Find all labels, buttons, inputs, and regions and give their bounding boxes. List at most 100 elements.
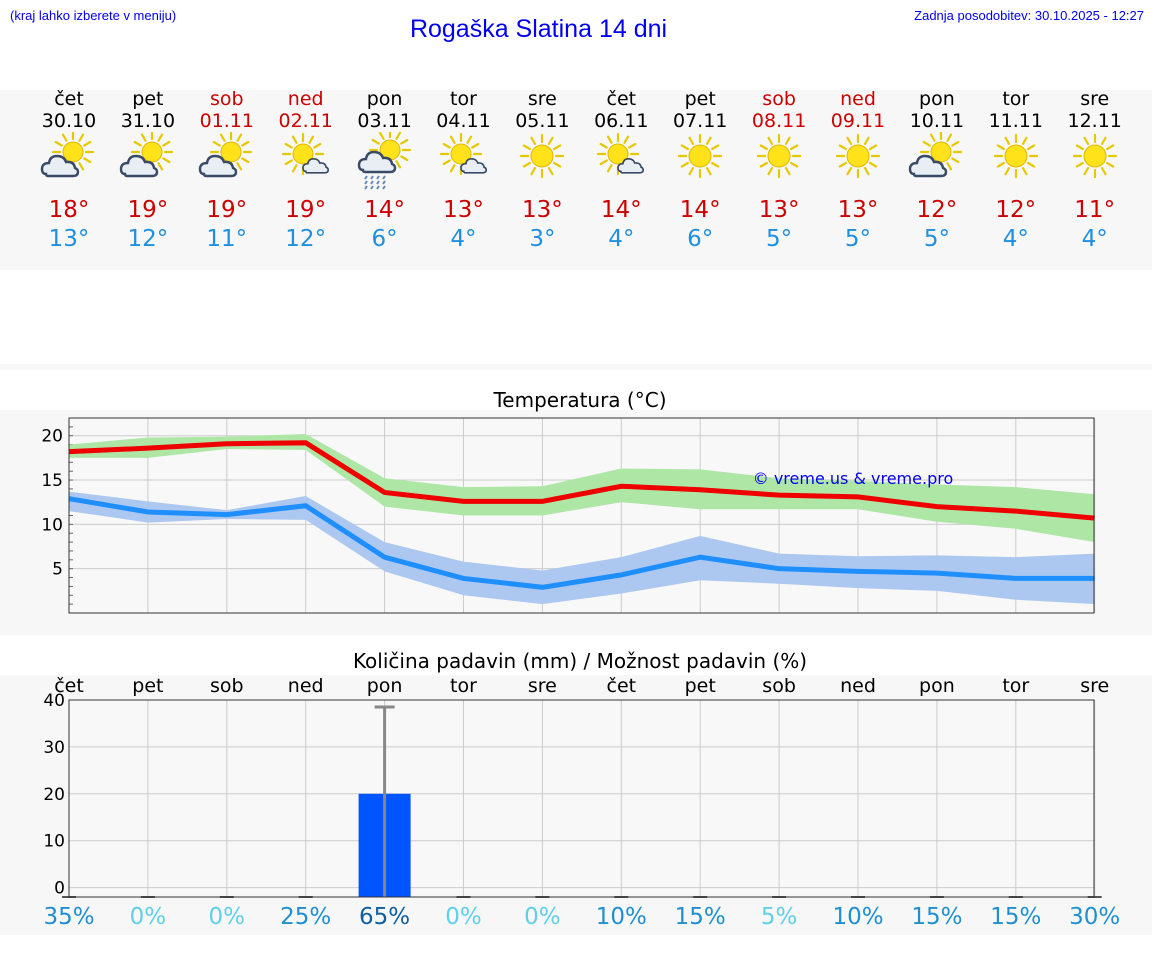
sun-ray — [946, 162, 952, 171]
y-tick-label: 20 — [41, 427, 63, 447]
cloud-shape — [40, 154, 80, 178]
precip-day-label: tor — [1002, 675, 1030, 697]
sun-ray — [607, 164, 613, 173]
weather-icon — [670, 132, 730, 192]
sun-ray — [291, 135, 298, 144]
day-name: pon — [919, 88, 955, 110]
precip-probability: 5% — [760, 904, 798, 930]
sun-ray — [212, 140, 221, 147]
forecast-band — [0, 90, 1152, 270]
sun-ray — [1105, 161, 1114, 168]
weather-icon — [828, 132, 888, 192]
raindrop — [369, 185, 374, 190]
sun-ray — [530, 136, 537, 145]
sun-ray — [838, 144, 847, 151]
sun-ray — [706, 167, 712, 176]
precip-day-label: pon — [919, 675, 955, 697]
temp-max: 19° — [206, 197, 248, 223]
sun-ray — [759, 144, 769, 151]
sun-ray — [1083, 167, 1089, 176]
day-column: pet 31.10 — [108, 88, 188, 192]
sun-ray — [61, 133, 68, 142]
sun-shape — [520, 133, 565, 179]
weather-icon — [197, 130, 257, 192]
precip-day-label: čet — [54, 675, 84, 697]
temp-max: 14° — [679, 197, 721, 223]
sun-ray — [628, 142, 637, 149]
sun-ray — [371, 138, 380, 145]
cloud-outline — [459, 157, 487, 174]
precip-probability: 30% — [1069, 904, 1121, 930]
sun-ray — [1021, 136, 1028, 145]
cloud-outline — [908, 154, 948, 178]
day-date: 30.10 — [41, 110, 97, 132]
sun-ray — [680, 161, 690, 168]
day-name: pon — [366, 88, 403, 110]
sun-icon — [993, 133, 1038, 179]
day-name: čet — [54, 88, 84, 110]
temp-max: 13° — [522, 197, 563, 223]
weather-icon — [355, 128, 415, 192]
sun-ray — [951, 140, 960, 147]
sun-ray — [548, 167, 554, 176]
max-range-band — [69, 433, 1095, 543]
sun-ray — [140, 133, 147, 142]
precip-probability: 0% — [445, 904, 482, 930]
sun-ray — [240, 157, 250, 164]
weather-icon — [118, 130, 178, 192]
weather-icon — [749, 132, 809, 192]
temp-min: 4° — [608, 226, 635, 252]
sun-ray — [236, 133, 242, 142]
precip-day-label: ned — [287, 675, 324, 697]
sun-shape — [678, 133, 723, 179]
sun-ray — [759, 161, 769, 168]
y-tick-label: 10 — [43, 832, 65, 852]
temp-min: 5° — [923, 226, 950, 252]
cloud-outline — [119, 154, 159, 178]
sun-disc — [1004, 144, 1028, 168]
y-tick-label: 40 — [43, 691, 65, 711]
sun-ray — [553, 161, 562, 168]
sun-ray — [378, 131, 385, 140]
precipitation-chart: 0 10 20 30 40 — [43, 691, 1102, 899]
sun-disc — [62, 141, 84, 163]
temp-max: 18° — [48, 197, 90, 223]
raindrop — [363, 180, 368, 185]
raindrop — [381, 175, 386, 180]
day-column: sob 01.11 — [187, 88, 267, 192]
sun-ray — [951, 157, 960, 164]
sun-ray — [599, 142, 609, 149]
temp-min: 4° — [450, 226, 477, 252]
sun-ray — [219, 133, 226, 142]
cloud-shape — [908, 154, 948, 178]
day-name: sre — [1080, 88, 1110, 110]
day-date: 08.11 — [751, 110, 807, 132]
temp-chart-title: Temperatura (°C) — [493, 388, 667, 412]
day-name: pet — [132, 88, 164, 110]
cloud-shape — [198, 154, 237, 178]
day-name: ned — [287, 88, 324, 110]
sun-ray — [308, 135, 314, 144]
page-title: Rogaška Slatina 14 dni — [409, 15, 668, 43]
sun-ray — [1100, 167, 1107, 176]
sun-ray — [869, 161, 878, 168]
precip-day-label: ned — [840, 675, 876, 697]
sun-ray — [54, 140, 63, 147]
sun-ray — [680, 144, 690, 151]
temp-min: 3° — [529, 226, 556, 252]
sun-ray — [846, 167, 853, 176]
day-column: tor 04.11 — [424, 88, 504, 192]
sun-ray — [530, 167, 537, 176]
day-column: tor 11.11 — [976, 88, 1056, 192]
spacer-band — [0, 364, 1152, 370]
sun-icon — [835, 133, 881, 179]
day-column: sob 08.11 — [739, 88, 819, 192]
plot-area — [69, 700, 1094, 897]
temp-max: 13° — [443, 197, 484, 223]
temp-min: 4° — [1002, 226, 1029, 252]
sun-ray — [706, 136, 712, 145]
sun-small-cloud-icon — [281, 132, 329, 176]
temp-min: 6° — [687, 226, 714, 252]
raindrop — [369, 175, 374, 180]
precip-probability: 65% — [359, 904, 411, 930]
